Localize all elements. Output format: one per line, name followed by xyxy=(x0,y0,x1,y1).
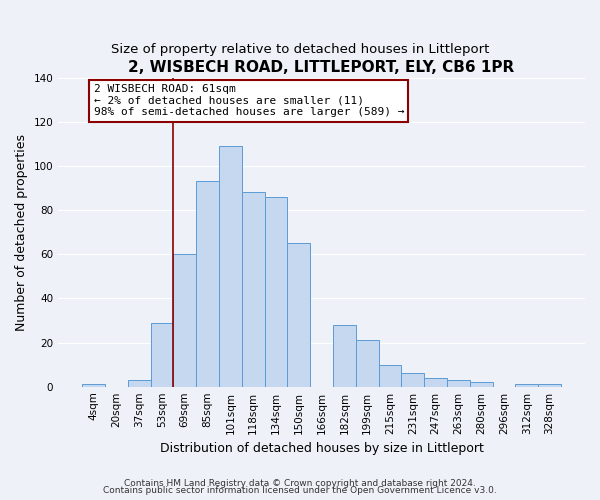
Bar xyxy=(538,384,561,386)
X-axis label: Distribution of detached houses by size in Littleport: Distribution of detached houses by size … xyxy=(160,442,484,455)
Bar xyxy=(515,384,538,386)
Bar xyxy=(219,146,242,386)
Bar xyxy=(356,340,379,386)
Text: Contains HM Land Registry data © Crown copyright and database right 2024.: Contains HM Land Registry data © Crown c… xyxy=(124,478,476,488)
Bar xyxy=(424,378,447,386)
Bar xyxy=(379,364,401,386)
Bar xyxy=(265,197,287,386)
Bar xyxy=(470,382,493,386)
Bar xyxy=(173,254,196,386)
Bar xyxy=(242,192,265,386)
Title: 2, WISBECH ROAD, LITTLEPORT, ELY, CB6 1PR: 2, WISBECH ROAD, LITTLEPORT, ELY, CB6 1P… xyxy=(128,60,515,75)
Text: Contains public sector information licensed under the Open Government Licence v3: Contains public sector information licen… xyxy=(103,486,497,495)
Text: Size of property relative to detached houses in Littleport: Size of property relative to detached ho… xyxy=(111,42,489,56)
Bar xyxy=(128,380,151,386)
Bar xyxy=(196,182,219,386)
Bar xyxy=(287,243,310,386)
Bar xyxy=(333,325,356,386)
Bar xyxy=(82,384,105,386)
Y-axis label: Number of detached properties: Number of detached properties xyxy=(15,134,28,330)
Bar xyxy=(401,374,424,386)
Bar xyxy=(151,322,173,386)
Bar xyxy=(447,380,470,386)
Text: 2 WISBECH ROAD: 61sqm
← 2% of detached houses are smaller (11)
98% of semi-detac: 2 WISBECH ROAD: 61sqm ← 2% of detached h… xyxy=(94,84,404,117)
